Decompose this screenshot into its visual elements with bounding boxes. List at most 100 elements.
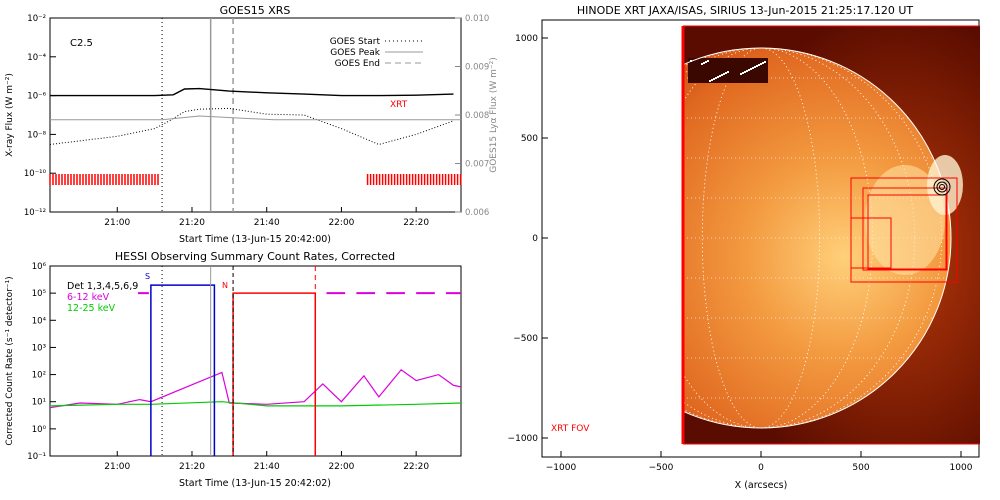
- hessi-legend-det: Det 1,3,4,5,6,9: [67, 281, 138, 292]
- goes-plot-frame: [49, 17, 462, 213]
- xrt-gap-pixel: [758, 64, 760, 66]
- hessi-xtick-label: 22:20: [403, 462, 429, 472]
- xrt-gap-pixel: [703, 62, 705, 64]
- xrt-gap-pixel: [705, 61, 707, 63]
- xrt-gap-pixel: [707, 60, 709, 62]
- goes-legend-peak: GOES Peak: [330, 48, 380, 58]
- hessi-ytick-label: 10³: [32, 343, 46, 353]
- xrt-axis-ticks: −1000 −1000 −500 −500 0 0 500 500 1000 1000: [508, 34, 973, 473]
- goes-xtick-label: 21:40: [254, 218, 280, 228]
- hessi-xtick-label: 22:00: [328, 462, 354, 472]
- xrt-fov-label: XRT FOV: [551, 424, 590, 434]
- xrt-box-mid: [862, 187, 948, 271]
- hessi-xlabel: Start Time (13-Jun-15 20:42:02): [179, 478, 331, 489]
- goes-series-0: [50, 87, 454, 97]
- hessi-flag-s: S: [145, 272, 150, 281]
- hessi-xtick-label: 21:00: [104, 462, 130, 472]
- xrt-gap-pixel: [709, 80, 711, 82]
- xrt-gap-pixel: [748, 69, 750, 71]
- goes-series-2: [50, 115, 461, 121]
- xrt-xtick-label: −1000: [546, 463, 577, 473]
- goes-xrt-label: XRT: [390, 100, 408, 110]
- xrt-gap-pixel: [752, 67, 754, 69]
- goes-title: GOES15 XRS: [220, 4, 291, 17]
- xrt-region-boxes: [850, 177, 958, 283]
- xrt-ytick-label: −500: [513, 334, 538, 344]
- xrt-gap-pixel: [721, 74, 723, 76]
- goes-xrt-coverage: [49, 174, 462, 185]
- xrt-gap-pixel: [725, 72, 727, 74]
- goes-legend-start: GOES Start: [330, 37, 381, 47]
- xrt-xtick-label: 500: [852, 463, 869, 473]
- goes-ytick-label: 10⁻⁸: [27, 130, 46, 140]
- xrt-flare-contours: [933, 178, 951, 196]
- hessi-ytick-label: 10⁻¹: [27, 452, 46, 462]
- goes-legend: GOES Start GOES Peak GOES End: [330, 37, 423, 69]
- xrt-box-inner: [867, 194, 947, 270]
- xrt-solar-disk: [683, 48, 951, 428]
- xrt-ytick-label: −1000: [508, 434, 539, 444]
- xrt-gap-pixel: [762, 62, 764, 64]
- xrt-xtick-label: 1000: [950, 463, 973, 473]
- xrt-ytick-label: 500: [521, 134, 538, 144]
- goes-xtick-label: 21:00: [104, 218, 130, 228]
- goes-ylabel-right: GOES15 Lyα Flux (W m⁻²): [489, 57, 499, 173]
- xrt-gap-pixel: [764, 61, 766, 63]
- hessi-ytick-label: 10⁵: [32, 289, 46, 299]
- xrt-bright-region: [865, 165, 945, 275]
- goes-series-group: [49, 18, 461, 212]
- hessi-ytick-label: 10⁴: [32, 316, 47, 326]
- hessi-xtick-label: 21:20: [179, 462, 205, 472]
- xrt-gap-pixel: [727, 71, 729, 73]
- xrt-gap-pixel: [717, 76, 719, 78]
- hessi-plot-frame: [49, 265, 462, 457]
- hessi-ytick-label: 10⁰: [32, 425, 47, 435]
- hessi-ylabel: Corrected Count Rate (s⁻¹ detector⁻¹): [5, 276, 15, 445]
- xrt-xtick-label: −500: [649, 463, 674, 473]
- goes-ytick-label: 10⁻¹²: [24, 208, 46, 218]
- hessi-panel: HESSI Observing Summary Count Rates, Cor…: [5, 250, 462, 489]
- hessi-title: HESSI Observing Summary Count Rates, Cor…: [115, 250, 395, 263]
- xrt-gap-pixel: [713, 78, 715, 80]
- xrt-gap-pixel: [715, 77, 717, 79]
- hessi-legend-6-12: 6-12 keV: [67, 292, 110, 303]
- hessi-saa-indicator: [150, 284, 216, 456]
- xrt-ytick-label: 1000: [515, 34, 538, 44]
- xrt-contour-2: [936, 181, 948, 193]
- goes-y2tick-label: 0.007: [465, 160, 489, 170]
- xrt-north-data-gap: [688, 58, 768, 83]
- hessi-flag-n: N: [222, 281, 228, 290]
- xrt-image: [683, 26, 980, 444]
- goes-y2tick-label: 0.009: [465, 63, 489, 73]
- hessi-legend-12-25: 12-25 keV: [67, 303, 116, 314]
- hessi-ytick-label: 10⁶: [32, 262, 47, 272]
- goes-xtick-label: 21:20: [179, 218, 205, 228]
- xrt-gap-pixel: [756, 65, 758, 67]
- goes-ytick-label: 10⁻⁶: [27, 92, 46, 102]
- xrt-gap-pixel: [740, 73, 742, 75]
- goes-series-1: [49, 107, 454, 146]
- xrt-limb-brightening: [927, 155, 963, 215]
- xrt-longitude-line: [701, 48, 821, 428]
- hessi-ytick-label: 10¹: [32, 398, 46, 408]
- xrt-limb-circle: [570, 47, 952, 429]
- hessi-axis-ticks: 21:00 21:20 21:40 22:00 22:20 10⁻¹ 10⁰ 10¹ 10² 10…: [27, 262, 429, 472]
- goes-axis-ticks: 21:00 21:20 21:40 22:00 22:20 10⁻¹² 10⁻¹⁰ 10⁻⁸ 1…: [24, 14, 489, 228]
- xrt-xtick-label: 0: [758, 463, 764, 473]
- goes-xtick-label: 22:00: [328, 218, 354, 228]
- xrt-panel: HINODE XRT JAXA/ISAS, SIRIUS 13-Jun-2015…: [508, 4, 980, 491]
- goes-ytick-label: 10⁻²: [27, 14, 46, 24]
- goes-ytick-label: 10⁻¹⁰: [24, 169, 47, 179]
- hessi-night-indicator: [232, 292, 317, 456]
- xrt-gap-pixel: [750, 68, 752, 70]
- xrt-gap-pixel: [760, 63, 762, 65]
- goes-legend-end: GOES End: [335, 59, 380, 69]
- hessi-xtick-label: 21:40: [254, 462, 280, 472]
- xrt-box-small: [850, 217, 892, 269]
- goes-y2tick-label: 0.006: [465, 208, 489, 218]
- xrt-contour-1: [933, 178, 951, 196]
- xrt-title: HINODE XRT JAXA/ISAS, SIRIUS 13-Jun-2015…: [577, 4, 914, 17]
- goes-panel: GOES15 XRS C2.5 21:00 21:20 21:40 22:00 22:2…: [5, 4, 499, 245]
- goes-y2tick-label: 0.010: [465, 14, 489, 24]
